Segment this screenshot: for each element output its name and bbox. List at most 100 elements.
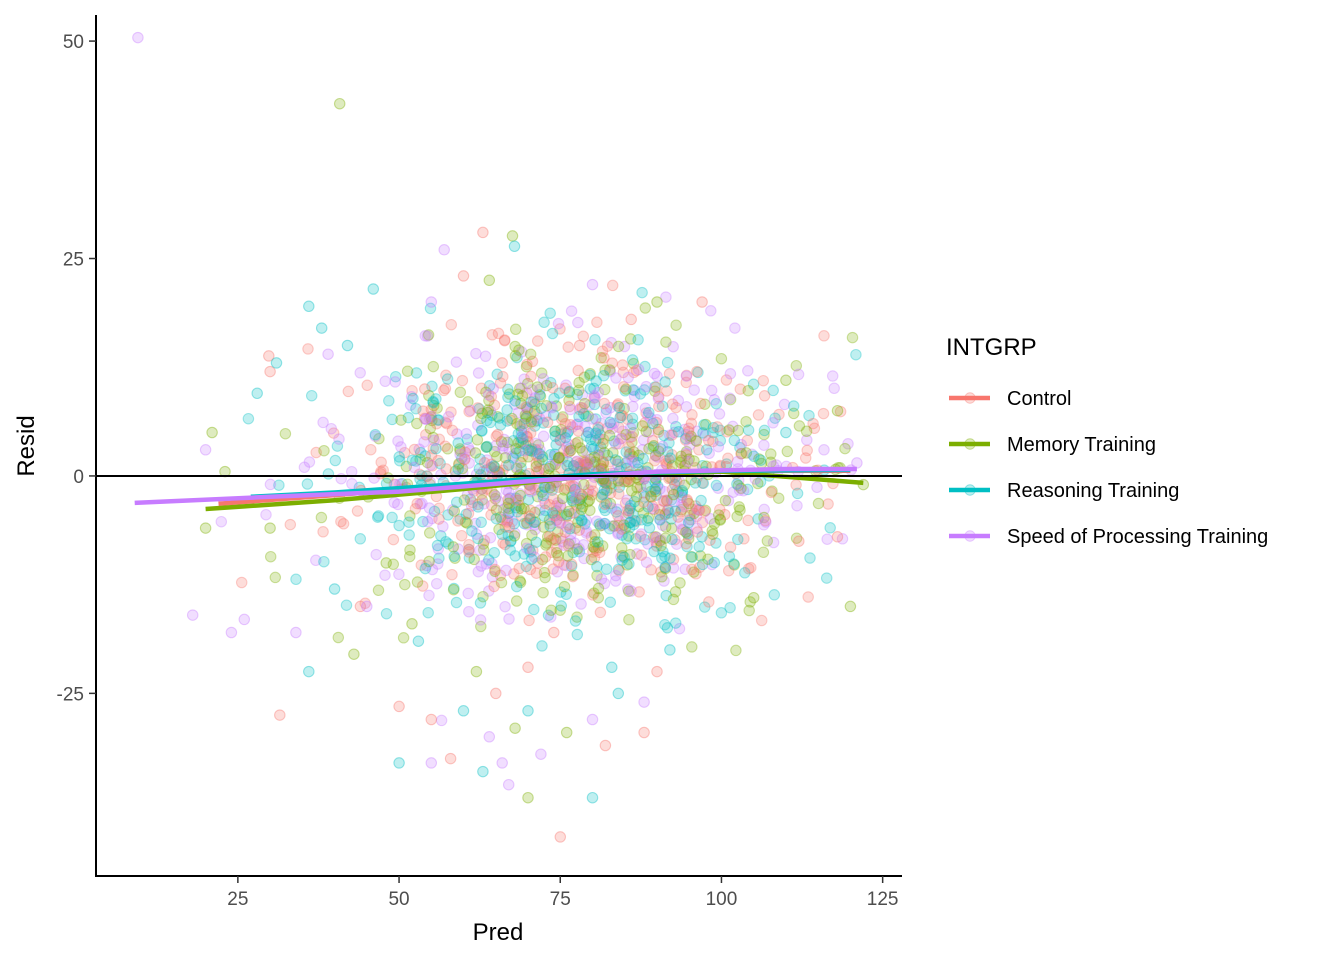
data-point (734, 504, 746, 516)
data-point (643, 426, 655, 438)
data-point (457, 270, 470, 282)
data-point (579, 420, 591, 433)
data-point (640, 556, 653, 569)
data-point (264, 550, 277, 563)
data-point (502, 529, 515, 542)
data-point (550, 514, 563, 526)
data-point (573, 339, 586, 352)
legend-label: Memory Training (1007, 434, 1156, 456)
data-point (354, 600, 367, 613)
data-point (491, 410, 504, 423)
data-point (578, 478, 590, 491)
data-point (624, 333, 637, 345)
data-point (617, 425, 629, 437)
y-tick-label: 25 (63, 250, 84, 271)
data-point (633, 500, 645, 513)
data-point (546, 484, 558, 496)
data-point (454, 386, 467, 399)
data-point (555, 423, 567, 436)
data-point (654, 483, 666, 495)
data-point (566, 494, 578, 507)
data-point (563, 445, 576, 458)
data-point (431, 414, 444, 426)
data-point (502, 493, 514, 506)
data-point (695, 494, 707, 507)
data-point (647, 502, 659, 515)
data-point (442, 538, 455, 550)
data-point (659, 509, 671, 521)
data-point (587, 485, 599, 497)
data-point (369, 430, 382, 442)
data-point (425, 411, 437, 423)
data-point (460, 508, 472, 520)
data-point (414, 498, 427, 510)
data-point (546, 507, 559, 519)
data-point (694, 397, 707, 410)
data-point (654, 514, 666, 526)
data-point (640, 380, 652, 393)
data-point (132, 31, 144, 44)
data-point (420, 428, 432, 441)
data-point (543, 462, 555, 475)
data-point (683, 453, 695, 465)
data-point (454, 513, 466, 525)
data-point (484, 405, 497, 417)
data-point (354, 367, 366, 379)
data-point (499, 600, 511, 613)
data-point (514, 420, 526, 432)
data-point (415, 559, 428, 571)
data-point (597, 456, 609, 468)
data-point (681, 525, 693, 538)
data-point (584, 383, 597, 395)
data-point (503, 521, 516, 534)
data-point (553, 516, 566, 528)
data-point (546, 382, 559, 394)
data-point (488, 461, 501, 473)
data-point (588, 451, 601, 463)
data-point (743, 604, 755, 617)
data-point (757, 374, 770, 387)
data-point (536, 553, 549, 566)
data-point (667, 593, 680, 606)
data-point (563, 386, 575, 399)
data-point (598, 501, 610, 514)
data-point (599, 383, 611, 396)
data-point (706, 525, 718, 537)
data-point (563, 438, 575, 451)
data-point (567, 480, 579, 492)
data-point (545, 604, 557, 616)
data-point (597, 457, 610, 469)
data-point (610, 506, 623, 518)
data-point (555, 413, 568, 425)
data-point (264, 522, 276, 534)
data-point (361, 379, 373, 392)
data-point (519, 444, 531, 457)
data-point (318, 444, 330, 457)
data-point (732, 424, 744, 437)
data-point (808, 422, 821, 435)
data-point (656, 440, 669, 453)
data-point (612, 438, 625, 450)
data-point (341, 339, 354, 352)
data-point (489, 563, 501, 576)
data-point (425, 296, 438, 308)
data-point (803, 409, 815, 422)
data-point (585, 530, 598, 543)
data-point (670, 484, 683, 497)
data-point (648, 545, 660, 558)
data-point (502, 778, 515, 791)
data-point (608, 417, 620, 429)
data-point (520, 401, 533, 414)
data-point (632, 456, 644, 469)
data-point (758, 511, 770, 524)
data-point (601, 340, 614, 352)
data-point (514, 382, 526, 395)
data-point (513, 562, 525, 575)
data-point (510, 501, 522, 514)
data-point (448, 550, 460, 563)
data-point (487, 382, 499, 395)
data-point (703, 596, 715, 608)
data-point (624, 447, 636, 460)
data-point (495, 436, 508, 448)
data-point (589, 529, 601, 541)
